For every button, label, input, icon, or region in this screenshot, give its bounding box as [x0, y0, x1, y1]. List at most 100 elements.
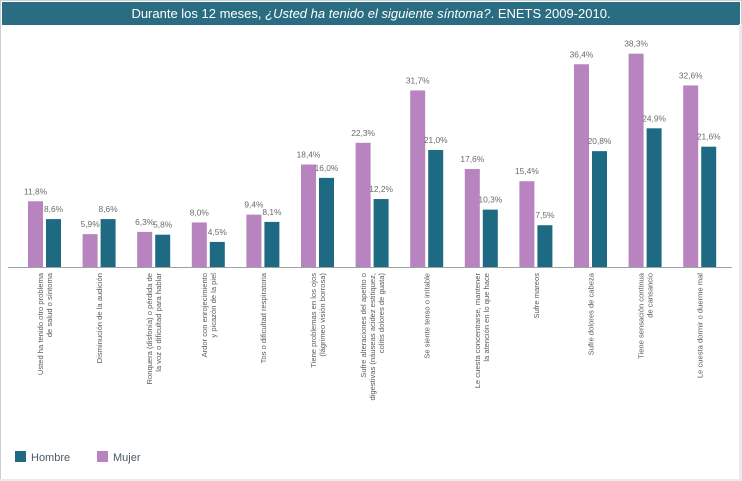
bar-mujer [355, 142, 371, 267]
x-tick-label-line: y picazón de la piel [209, 273, 218, 338]
bar-hombre [209, 241, 225, 267]
frame-edge-right [739, 24, 742, 480]
data-label-mujer: 18,4% [297, 150, 321, 160]
bar-mujer [574, 64, 589, 267]
bar-mujer [301, 164, 316, 267]
title-after: . ENETS 2009-2010. [490, 6, 611, 21]
data-label-mujer: 8,0% [190, 207, 210, 217]
data-label-mujer: 9,4% [244, 200, 264, 210]
bar-mujer [683, 85, 699, 267]
data-label-mujer: 36,4% [570, 49, 594, 59]
data-label-hombre: 16,0% [315, 163, 339, 173]
x-tick-label: Ardor con enrojecimiento y picazón de la … [200, 273, 218, 358]
x-tick-label: Tos o dificultad respiratoria [259, 272, 268, 363]
bar-mujer [628, 53, 644, 267]
chart-title: Durante los 12 meses, ¿Usted ha tenido e… [2, 2, 740, 25]
x-tick-label-line: Sufre mareos [532, 273, 541, 319]
bar-hombre [646, 128, 662, 267]
data-label-hombre: 20,8% [588, 136, 612, 146]
bar-hombre [46, 219, 61, 267]
data-label-mujer: 31,7% [406, 75, 430, 85]
bar-hombre [264, 221, 280, 267]
legend-label-mujer: Mujer [113, 452, 141, 464]
bar-mujer [410, 90, 426, 267]
data-label-hombre: 8,6% [44, 204, 64, 214]
data-label-hombre: 5,8% [153, 220, 173, 230]
x-tick-label-line: Le cuesta concentrarse, mantener [473, 273, 482, 389]
x-tick-label-line: la atención en lo que hace [482, 273, 491, 362]
x-tick-label-line: Tiene sensación continua [637, 272, 646, 359]
data-label-mujer: 17,6% [460, 154, 484, 164]
x-tick-label-line: Sufre alteraciones del apetito o [359, 273, 368, 378]
x-tick-label: Tiene sensación continua de cansancio [637, 272, 655, 359]
x-tick-label-line: Usted ha tenido otro problema [36, 272, 45, 375]
data-label-hombre: 4,5% [208, 227, 228, 237]
bar-hombre [482, 209, 498, 267]
x-tick-label: Sufre alteraciones del apetito o digestiv… [359, 273, 386, 401]
data-label-hombre: 10,3% [478, 195, 502, 205]
x-tick-label-line: Se siente tenso o irritable [423, 273, 432, 359]
x-tick-label-line: Sufre dolores de cabeza [587, 272, 596, 355]
bar-chart: 11,8%8,6%Usted ha tenido otro problema de… [8, 39, 732, 401]
x-tick-label-line: Tiene problemas en los ojos [309, 273, 318, 368]
bar-hombre [155, 234, 171, 267]
x-tick-label-line: de salud o síntoma [45, 272, 54, 337]
x-tick-label: Ronquera (disfonía) o pérdida de la voz o… [145, 273, 163, 385]
bar-mujer [464, 168, 480, 267]
x-tick-label-line: Ronquera (disfonía) o pérdida de [145, 273, 154, 384]
x-tick-label: Se siente tenso o irritable [423, 273, 432, 359]
x-tick-label-line: de cansancio [646, 273, 655, 318]
title-before: Durante los 12 meses, [131, 6, 266, 21]
bar-hombre [373, 199, 389, 267]
x-tick-label: Sufre dolores de cabeza [587, 272, 596, 355]
x-tick-label: Usted ha tenido otro problema de salud o … [36, 272, 54, 375]
bar-mujer [246, 214, 262, 267]
data-label-hombre: 21,0% [424, 135, 448, 145]
legend-item-hombre: Hombre [15, 451, 70, 464]
x-tick-label: Sufre mareos [532, 273, 541, 319]
bar-mujer [191, 222, 207, 267]
x-tick-label-line: colitis dolores de guata) [377, 273, 386, 354]
legend-item-mujer: Mujer [97, 451, 141, 464]
x-tick-label-line: digestivas (náuseas acidez estitiquez, [368, 273, 377, 400]
data-label-mujer: 22,3% [351, 128, 375, 138]
bar-hombre [100, 219, 116, 267]
x-tick-label-line: Tos o dificultad respiratoria [259, 272, 268, 363]
data-label-hombre: 8,1% [262, 207, 282, 217]
bar-mujer [82, 234, 98, 267]
data-label-mujer: 38,3% [624, 39, 648, 49]
x-tick-label: Le cuesta dormir o duerme mal [696, 273, 705, 378]
title-question: ¿Usted ha tenido el siguiente síntoma? [265, 6, 491, 21]
bar-hombre [537, 225, 553, 267]
bar-hombre [428, 150, 444, 267]
bar-mujer [137, 231, 153, 267]
data-label-hombre: 8,6% [99, 204, 119, 214]
x-tick-label-line: Ardor con enrojecimiento [200, 273, 209, 357]
bar-hombre [319, 177, 334, 267]
legend-label-hombre: Hombre [31, 452, 71, 464]
x-tick-label: Tiene problemas en los ojos (lágrimeo vis… [309, 273, 327, 368]
legend-swatch-hombre [15, 451, 26, 462]
data-label-mujer: 6,3% [135, 217, 155, 227]
x-tick-label-line: Disminución de la audición [95, 273, 104, 363]
data-label-hombre: 24,9% [642, 113, 666, 123]
data-label-hombre: 12,2% [369, 184, 393, 194]
x-tick-label: Disminución de la audición [95, 273, 104, 363]
data-label-mujer: 5,9% [81, 219, 101, 229]
bar-mujer [519, 181, 535, 267]
bar-mujer [28, 201, 43, 267]
x-tick-label-line: la voz o dificultad para hablar [154, 273, 163, 372]
data-label-mujer: 32,6% [679, 70, 703, 80]
x-tick-label-line: (lágrimeo visión borrosa) [318, 273, 327, 357]
x-tick-label-line: Le cuesta dormir o duerme mal [696, 273, 705, 378]
data-label-mujer: 11,8% [24, 186, 48, 196]
x-tick-label: Le cuesta concentrarse, mantener la atenc… [473, 273, 491, 389]
legend-swatch-mujer [97, 451, 108, 462]
bar-hombre [592, 151, 607, 267]
bar-hombre [701, 146, 717, 267]
data-label-hombre: 21,6% [697, 132, 721, 142]
data-label-mujer: 15,4% [515, 166, 539, 176]
data-label-hombre: 7,5% [535, 210, 555, 220]
frame-edge-bottom [0, 479, 742, 481]
